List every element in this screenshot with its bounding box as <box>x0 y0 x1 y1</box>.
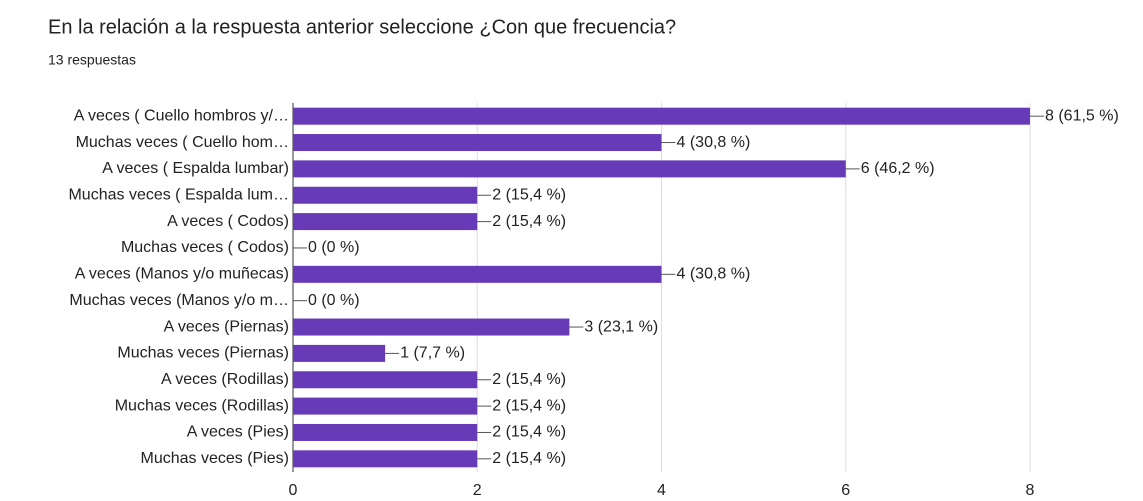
value-label: 0 (0 %) <box>308 292 360 309</box>
value-label: 2 (15,4 %) <box>492 371 566 388</box>
bar <box>293 371 478 389</box>
y-tick-label: Muchas veces ( Cuello hom… <box>76 134 289 151</box>
x-tick-label: 6 <box>841 482 850 499</box>
chart-title: En la relación a la respuesta anterior s… <box>48 16 676 38</box>
bar <box>293 344 386 362</box>
value-label: 4 (30,8 %) <box>677 134 751 151</box>
value-label: 2 (15,4 %) <box>492 397 566 414</box>
bar <box>293 107 1030 125</box>
y-tick-label: A veces ( Espalda lumbar) <box>102 160 289 177</box>
y-tick-label: Muchas veces (Manos y/o m… <box>69 292 289 309</box>
y-tick-label: Muchas veces (Piernas) <box>117 345 289 362</box>
bar <box>293 213 478 231</box>
value-label: 4 (30,8 %) <box>677 266 751 283</box>
x-tick-label: 4 <box>657 482 666 499</box>
value-label: 0 (0 %) <box>308 239 360 256</box>
bar <box>293 397 478 415</box>
x-tick-label: 8 <box>1026 482 1035 499</box>
value-label: 3 (23,1 %) <box>584 318 658 335</box>
bar <box>293 423 478 441</box>
y-tick-label: A veces (Pies) <box>187 424 289 441</box>
x-tick-label: 2 <box>473 482 482 499</box>
bar <box>293 450 478 468</box>
bar <box>293 186 478 204</box>
value-label: 2 (15,4 %) <box>492 213 566 230</box>
y-tick-label: A veces (Manos y/o muñecas) <box>75 266 289 283</box>
y-tick-label: Muchas veces (Rodillas) <box>115 397 289 414</box>
y-tick-label: A veces (Piernas) <box>164 318 289 335</box>
x-tick-label: 0 <box>289 482 298 499</box>
value-label: 2 (15,4 %) <box>492 186 566 203</box>
bar <box>293 160 846 178</box>
value-label: 6 (46,2 %) <box>861 160 935 177</box>
bar <box>293 318 570 336</box>
value-label: 2 (15,4 %) <box>492 450 566 467</box>
chart-subtitle: 13 respuestas <box>48 52 136 68</box>
value-label: 2 (15,4 %) <box>492 424 566 441</box>
y-tick-label: Muchas veces (Pies) <box>141 450 290 467</box>
y-tick-label: Muchas veces ( Codos) <box>121 239 289 256</box>
value-label: 8 (61,5 %) <box>1045 107 1119 124</box>
value-label: 1 (7,7 %) <box>400 345 465 362</box>
y-tick-label: A veces ( Codos) <box>167 213 289 230</box>
bar <box>293 265 662 283</box>
y-tick-label: A veces (Rodillas) <box>161 371 289 388</box>
bar <box>293 134 662 152</box>
y-tick-label: A veces ( Cuello hombros y/… <box>74 107 289 124</box>
y-tick-label: Muchas veces ( Espalda lum… <box>68 186 289 203</box>
